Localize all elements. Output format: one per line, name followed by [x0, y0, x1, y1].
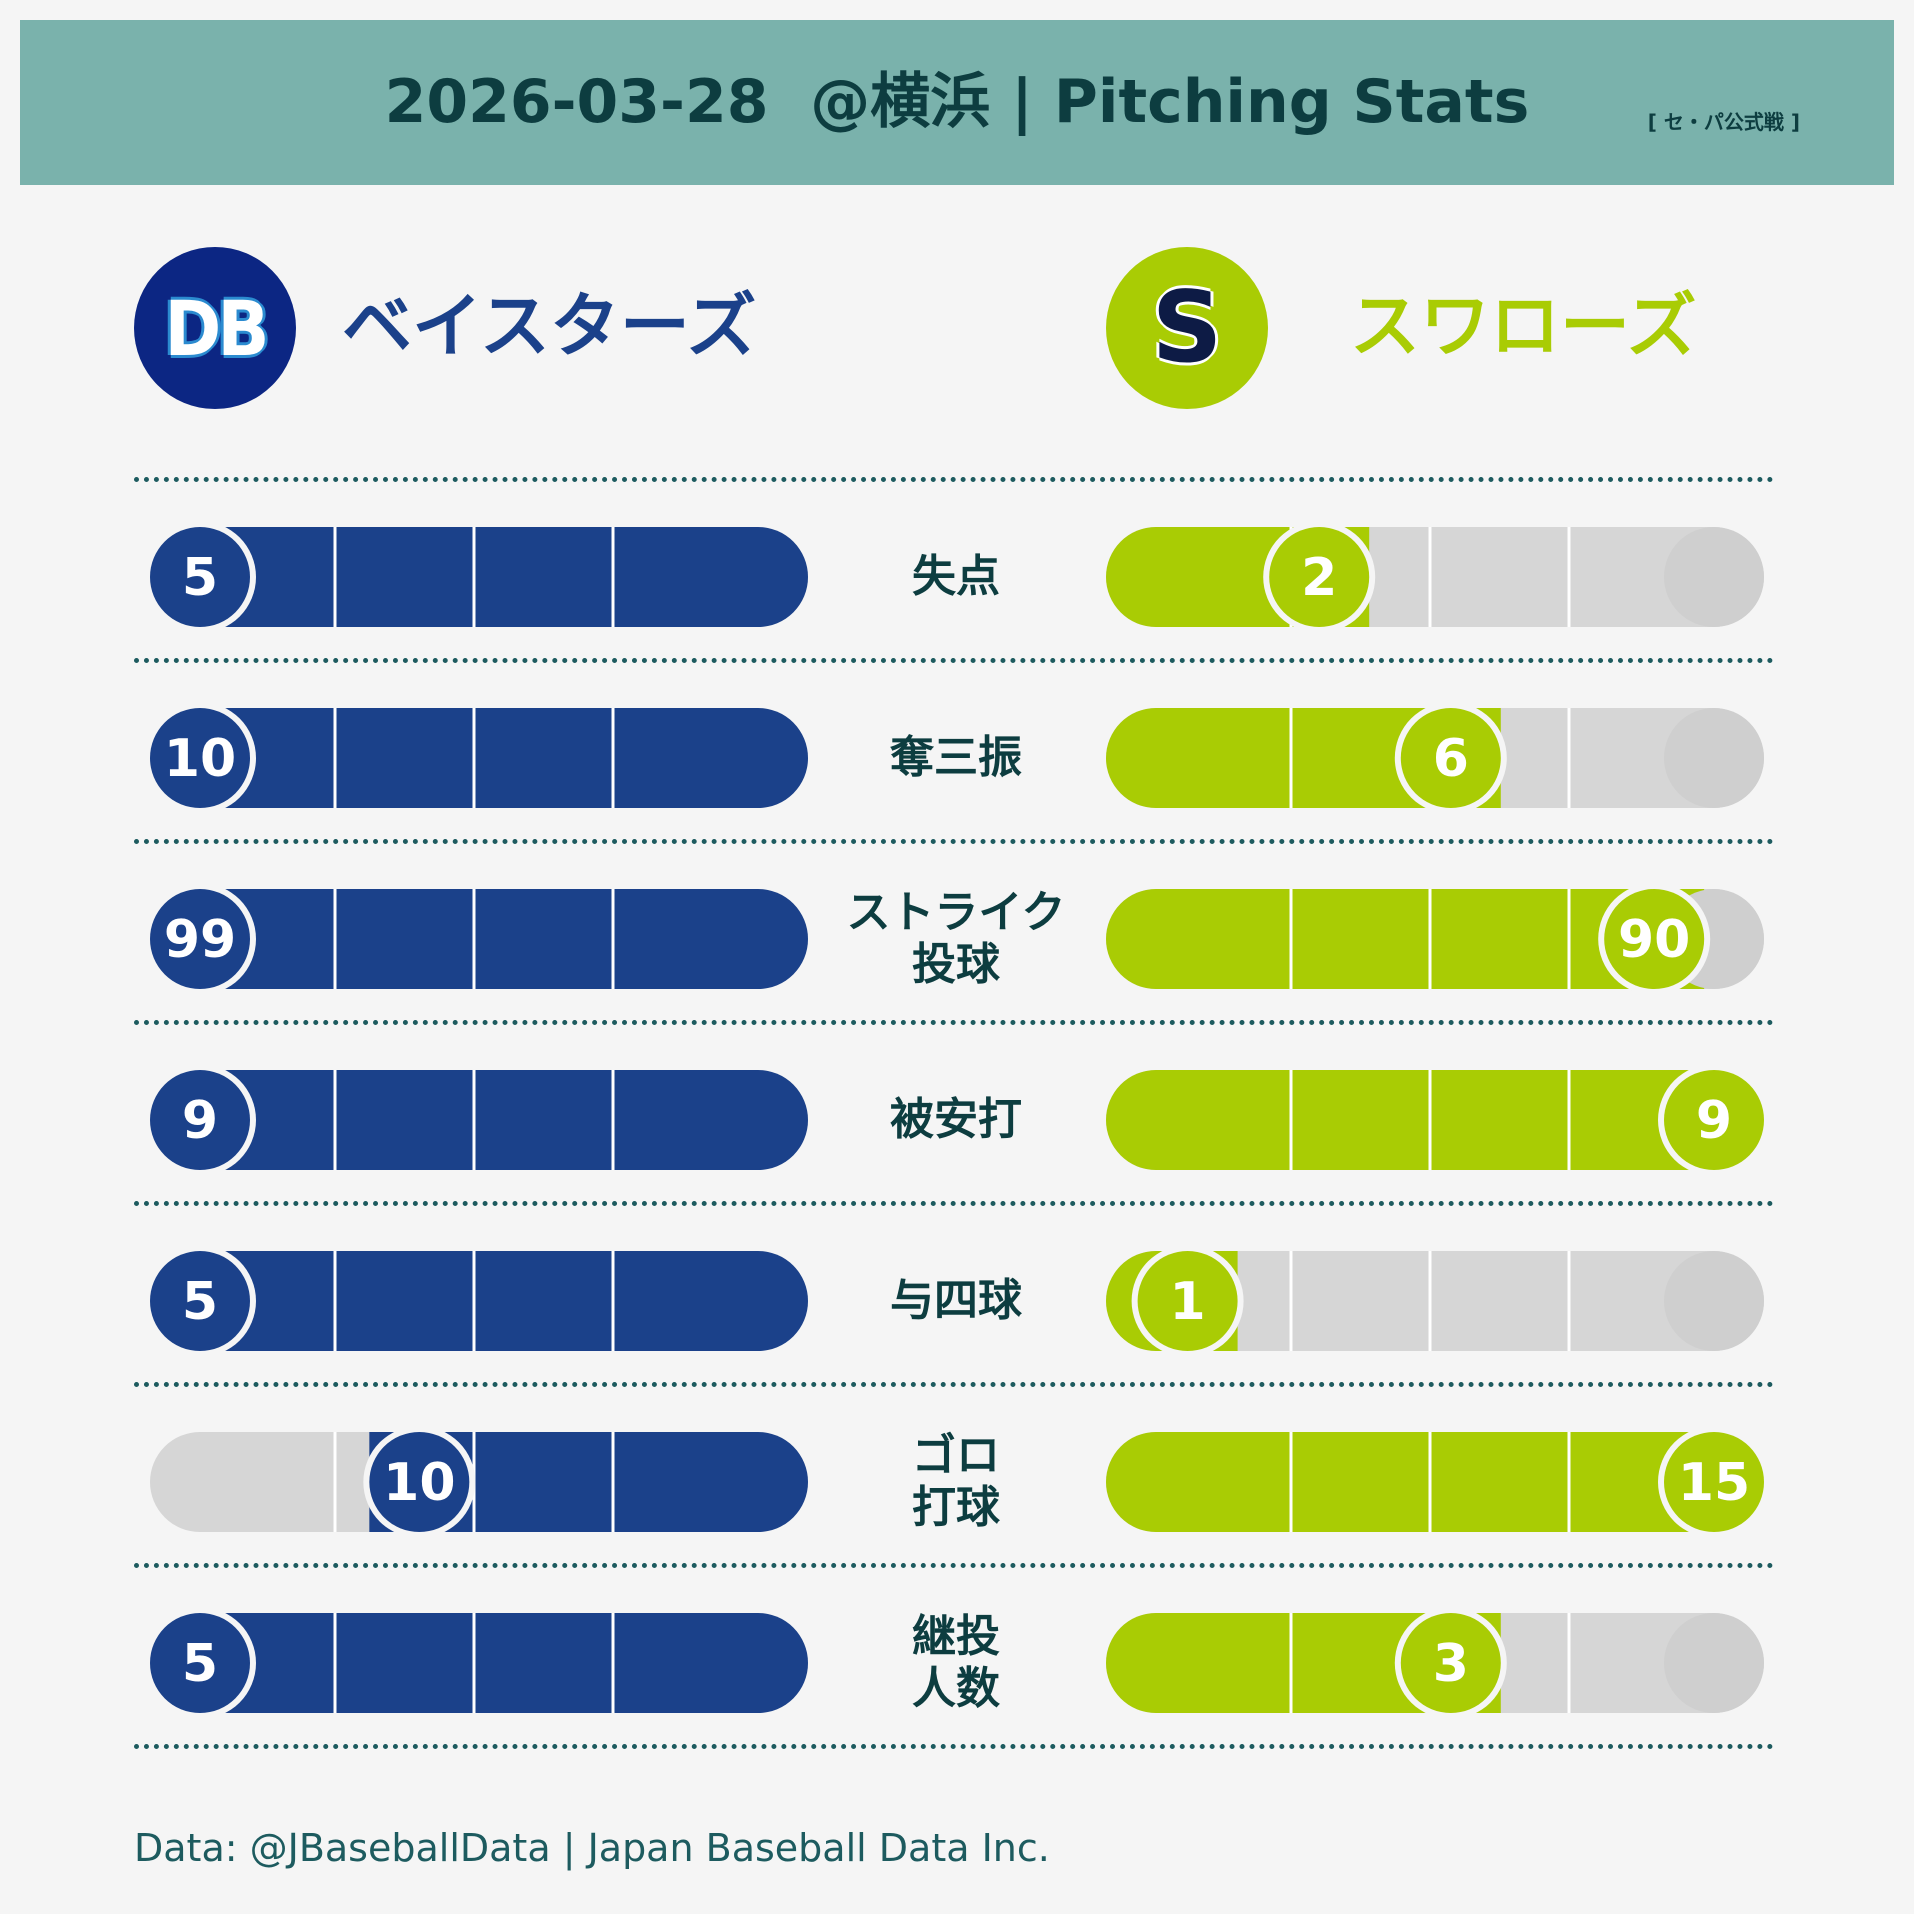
value-marker-left [150, 1613, 250, 1713]
team-name-left: ベイスターズ [342, 285, 757, 367]
stat-label: 失点 [818, 551, 1094, 603]
value-marker-right [1664, 1432, 1764, 1532]
value-label-right: 1 [1170, 1272, 1206, 1332]
stat-label-line: ゴロ [912, 1430, 1000, 1481]
row-divider [134, 658, 1774, 663]
value-marker-left [369, 1432, 470, 1532]
bar-fill-left [150, 1070, 808, 1170]
bar-fill-left [150, 708, 808, 808]
row-divider [134, 1201, 1774, 1206]
stat-label: 奪三振 [818, 732, 1094, 784]
stat-label: ストライク 投球 [818, 887, 1094, 991]
value-label-right: 90 [1618, 910, 1690, 970]
value-marker-right [1400, 1613, 1501, 1713]
value-label-left: 9 [182, 1091, 218, 1151]
row-divider [134, 1382, 1774, 1387]
bar-fill-left [150, 1613, 808, 1713]
value-label-left: 99 [164, 910, 236, 970]
value-marker-left [150, 1070, 250, 1170]
value-label-left: 10 [164, 729, 236, 789]
stat-label: 与四球 [818, 1275, 1094, 1327]
stat-label-line: 被安打 [890, 1094, 1022, 1145]
value-marker-right [1400, 708, 1501, 808]
value-label-left: 10 [383, 1453, 455, 1513]
value-marker-left [150, 889, 250, 989]
value-marker-right [1664, 1070, 1764, 1170]
stat-label-line: 与四球 [890, 1275, 1022, 1326]
bar-end-cap [1664, 1613, 1764, 1713]
stat-label: 継投 人数 [818, 1611, 1094, 1715]
value-label-right: 6 [1433, 729, 1469, 789]
bar-end-cap [1664, 527, 1764, 627]
bar-fill-right [1106, 1432, 1764, 1532]
row-divider [134, 477, 1774, 482]
baystars-logo: DB [134, 247, 296, 409]
value-label-right: 2 [1301, 548, 1337, 608]
page-title: 2026-03-28 @横浜 | Pitching Stats [384, 67, 1530, 137]
bar-end-cap [1664, 708, 1764, 808]
value-marker-right [1137, 1251, 1238, 1351]
value-label-right: 15 [1678, 1453, 1750, 1513]
row-divider [134, 1020, 1774, 1025]
stat-row: 10 6 [144, 702, 1764, 814]
bar-end-cap [1664, 1251, 1764, 1351]
stat-label-line: 継投 [912, 1611, 1000, 1662]
value-label-right: 9 [1696, 1091, 1732, 1151]
stat-label: 被安打 [818, 1094, 1094, 1146]
swallows-logo: S [1106, 247, 1268, 409]
row-divider [134, 839, 1774, 844]
team-name-right: スワローズ [1350, 285, 1697, 367]
value-marker-right [1269, 527, 1370, 627]
stat-row: 10 15 [150, 1426, 1770, 1538]
row-divider [134, 1744, 1774, 1749]
bar-fill-left [150, 1251, 808, 1351]
stat-row: 99 90 [144, 883, 1764, 995]
stat-label: ゴロ 打球 [818, 1430, 1094, 1534]
stat-label-line: 失点 [912, 551, 1000, 602]
value-marker-left [150, 708, 250, 808]
value-marker-left [150, 1251, 250, 1351]
header-banner: 2026-03-28 @横浜 | Pitching Stats [ セ・パ公式戦… [20, 20, 1894, 185]
row-divider [134, 1563, 1774, 1568]
stat-label-line: 打球 [912, 1482, 1000, 1533]
value-label-left: 5 [182, 1634, 218, 1694]
league-badge: [ セ・パ公式戦 ] [1647, 110, 1800, 134]
bar-fill-right [1106, 1070, 1764, 1170]
value-marker-right [1604, 889, 1705, 989]
data-source-credit: Data: @JBaseballData | Japan Baseball Da… [134, 1826, 1050, 1870]
stat-label-line: 奪三振 [890, 732, 1022, 783]
bar-fill-left [150, 527, 808, 627]
value-label-right: 3 [1433, 1634, 1469, 1694]
bar-fill-left [150, 889, 808, 989]
bar-track-right [1106, 1251, 1764, 1351]
value-label-left: 5 [182, 1272, 218, 1332]
stat-label-line: 投球 [912, 939, 1000, 990]
value-marker-left [150, 527, 250, 627]
stat-label-line: ストライク [846, 887, 1066, 938]
value-label-left: 5 [182, 548, 218, 608]
stat-label-line: 人数 [912, 1663, 1000, 1714]
